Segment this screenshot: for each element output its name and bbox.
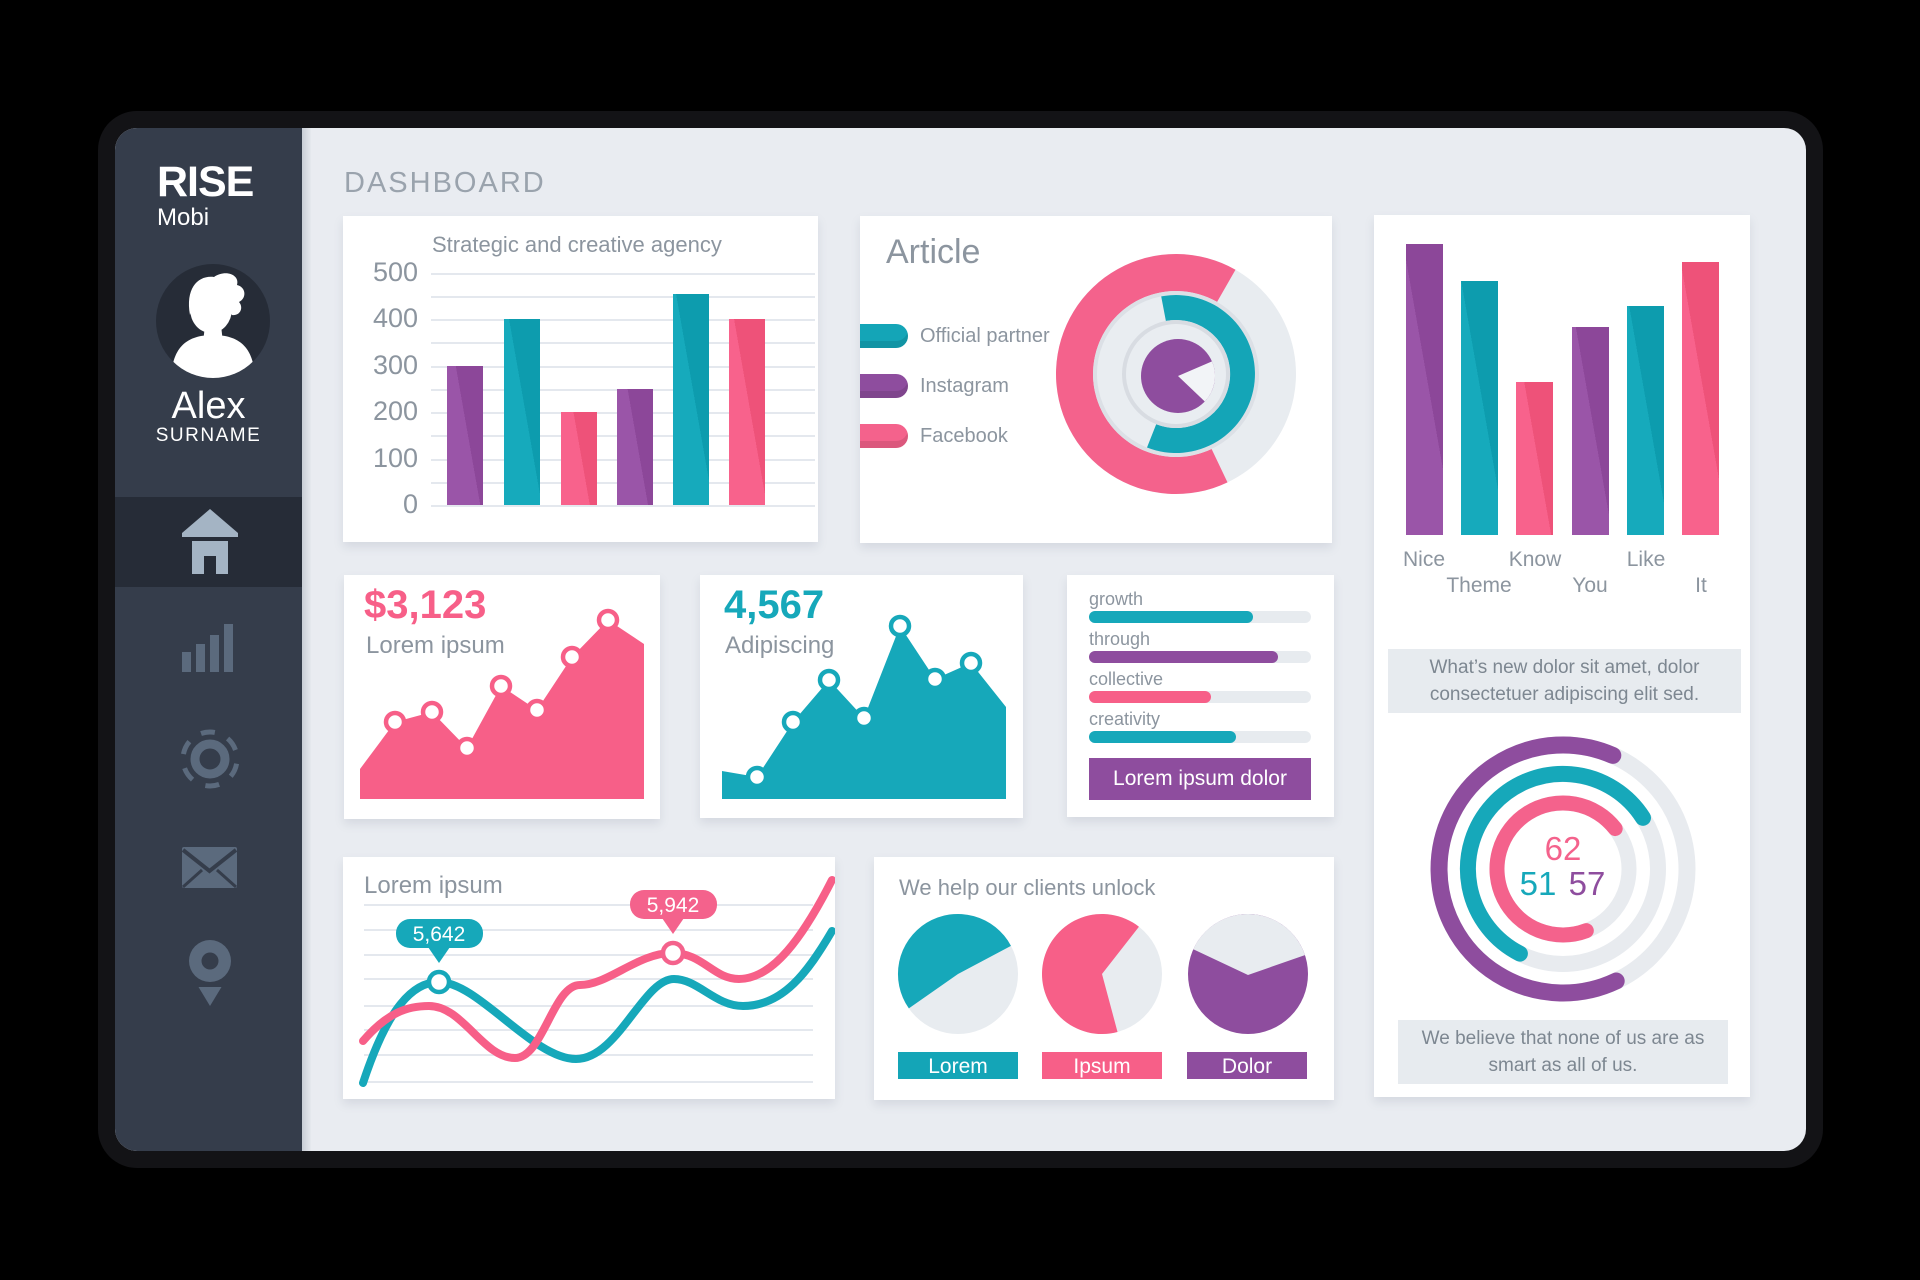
svg-text:5,942: 5,942: [647, 894, 700, 917]
svg-text:Dolor: Dolor: [1222, 1055, 1272, 1078]
svg-text:Ipsum: Ipsum: [1073, 1055, 1130, 1078]
svg-text:Lorem: Lorem: [928, 1055, 988, 1078]
svg-text:5,642: 5,642: [413, 923, 466, 946]
